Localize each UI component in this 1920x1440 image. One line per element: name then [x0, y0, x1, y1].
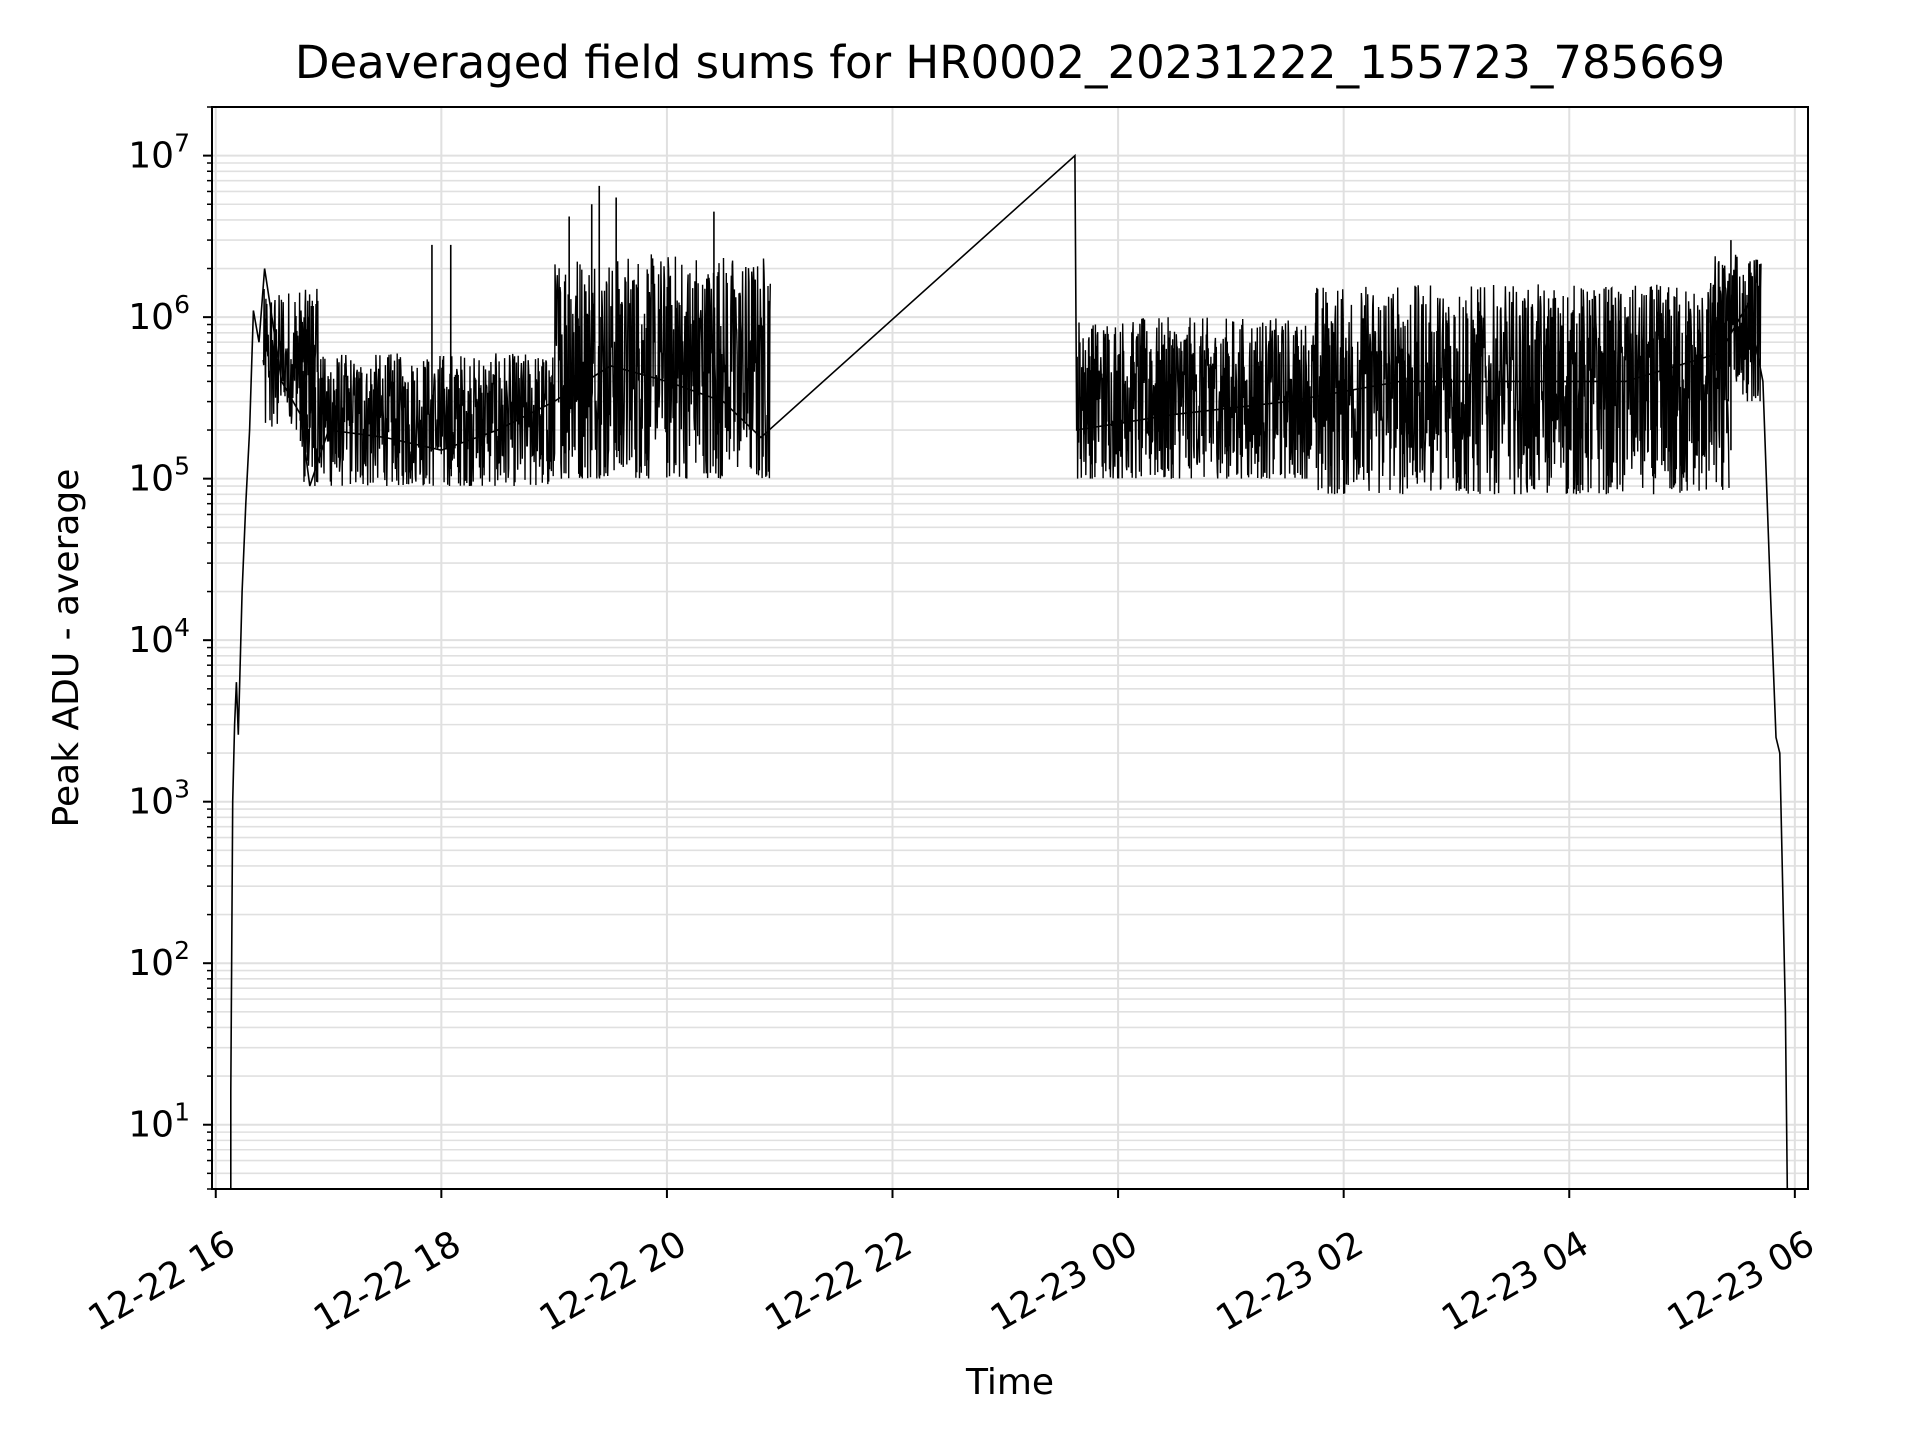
series-noise-band — [299, 353, 555, 487]
y-tick-label: 104 — [128, 613, 190, 661]
y-axis: 101 102 103 104 105 106 107 — [128, 106, 212, 1190]
y-tick-label: 106 — [128, 290, 190, 338]
chart-title: Deaveraged field sums for HR0002_2023122… — [295, 36, 1725, 89]
y-tick-label: 101 — [128, 1098, 190, 1146]
series-noise-band — [1314, 284, 1730, 495]
y-tick-label: 105 — [128, 452, 190, 500]
series-group — [230, 153, 1789, 1190]
series-noise-band — [1709, 254, 1762, 402]
grid — [212, 106, 1808, 1190]
series-noise-band — [262, 288, 320, 431]
series-noise-band — [553, 254, 771, 479]
y-tick-label: 103 — [128, 775, 190, 823]
series-line — [230, 153, 1789, 1190]
x-axis-label: Time — [965, 1362, 1054, 1403]
y-axis-label: Peak ADU - average — [46, 469, 87, 828]
series-noise-band — [1076, 317, 1317, 479]
y-tick-label: 107 — [128, 129, 190, 177]
y-tick-label: 102 — [128, 936, 190, 984]
